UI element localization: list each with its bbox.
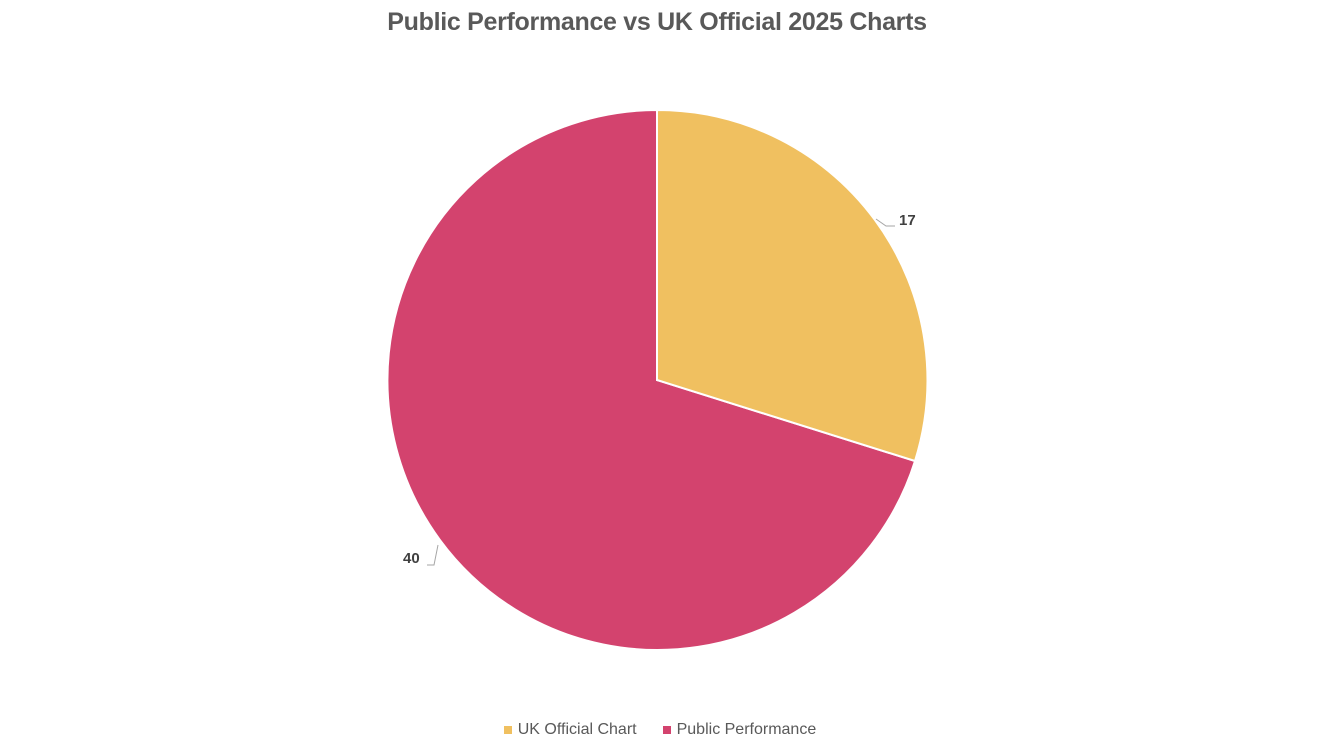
legend-label: Public Performance	[676, 721, 817, 738]
legend-swatch-uk-official	[503, 726, 512, 734]
legend: UK Official Chart Public Performance	[0, 721, 1320, 739]
leader-line-40	[427, 544, 439, 566]
data-label-public-performance: 40	[403, 550, 420, 567]
legend-label: UK Official Chart	[517, 721, 637, 738]
slice-public-performance[interactable]	[386, 108, 917, 651]
legend-item-uk-official[interactable]: UK Official Chart	[503, 721, 637, 739]
legend-item-public-performance[interactable]: Public Performance	[662, 721, 817, 739]
legend-swatch-public-performance	[662, 726, 671, 734]
leader-line-17	[875, 218, 895, 227]
chart-title: Public Performance vs UK Official 2025 C…	[387, 8, 927, 36]
slice-uk-official-chart[interactable]	[656, 108, 929, 463]
data-label-uk-official: 17	[899, 212, 916, 229]
